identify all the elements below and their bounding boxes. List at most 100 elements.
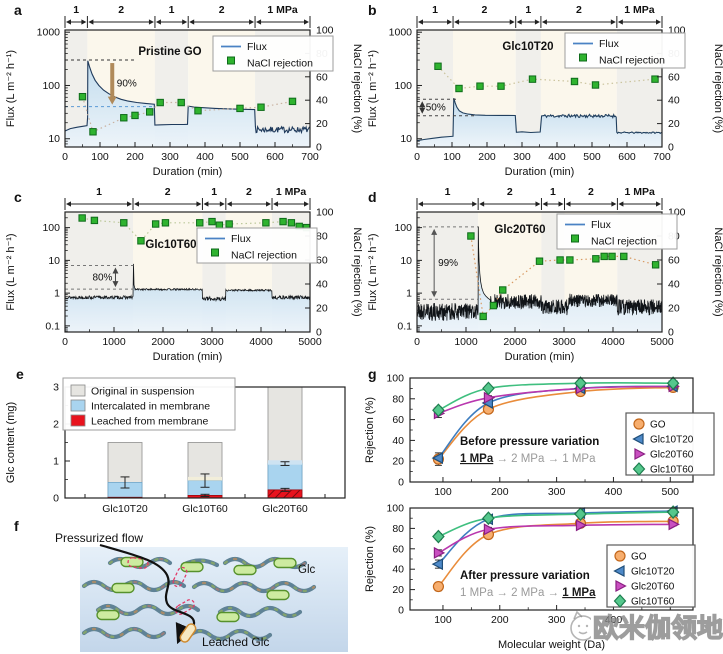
svg-text:60: 60 [316,255,328,267]
pressure-header: 1 2 1 2 1 MPa [416,4,663,28]
panel-title: Pristine GO [138,46,201,58]
legend: Flux NaCl rejection [564,32,686,69]
svg-text:2000: 2000 [151,336,175,348]
svg-text:100: 100 [434,486,452,498]
svg-text:Glc20T60: Glc20T60 [262,503,308,515]
svg-text:GO: GO [650,420,666,431]
svg-text:0: 0 [668,327,674,339]
svg-text:NaCl rejection (%): NaCl rejection (%) [712,227,723,316]
annotation: 80% [65,264,134,290]
svg-text:20: 20 [668,118,680,130]
svg-text:0.1: 0.1 [45,320,60,332]
svg-text:5000: 5000 [650,336,674,348]
svg-text:99%: 99% [438,258,458,269]
svg-text:1000: 1000 [389,27,413,39]
rejection-series [78,92,297,136]
svg-text:100: 100 [42,80,60,92]
svg-text:10: 10 [400,255,412,267]
legend: Flux NaCl rejection [196,227,318,264]
svg-text:2: 2 [246,186,252,198]
svg-text:Flux: Flux [599,38,620,50]
panel-f-diagram: f Pressuriz [14,518,348,652]
svg-text:Glc10T20: Glc10T20 [102,503,148,515]
svg-text:400: 400 [548,151,566,163]
svg-text:0: 0 [53,493,59,505]
svg-text:Rejection (%): Rejection (%) [364,397,376,463]
svg-text:500: 500 [231,151,249,163]
annotation: 50% [417,98,475,117]
svg-text:1 MPa → 2 MPa → 1 MPa: 1 MPa → 2 MPa → 1 MPa [460,453,596,465]
svg-text:4000: 4000 [601,336,625,348]
svg-text:10: 10 [48,255,60,267]
svg-text:200: 200 [491,614,509,626]
svg-text:Glc20T60: Glc20T60 [631,582,675,593]
svg-text:80: 80 [392,393,404,405]
svg-text:NaCl rejection (%): NaCl rejection (%) [351,44,362,133]
svg-text:100: 100 [316,207,334,219]
legend: Flux NaCl rejection [556,213,678,250]
svg-text:700: 700 [653,151,671,163]
svg-text:100: 100 [394,80,412,92]
svg-text:1: 1 [550,186,556,198]
svg-text:1 MPa: 1 MPa [625,186,656,198]
svg-text:10: 10 [48,133,60,145]
svg-text:600: 600 [618,151,636,163]
svg-text:0: 0 [414,151,420,163]
svg-text:500: 500 [583,151,601,163]
svg-text:60: 60 [392,414,404,426]
svg-text:0: 0 [398,605,404,617]
pressure-header: 1 2 1 2 1 MPa [64,186,311,210]
panel-title: Glc10T60 [145,239,196,251]
legend: Original in suspension Intercalated in me… [62,377,236,431]
panel-letter: c [14,189,22,205]
svg-text:NaCl rejection: NaCl rejection [231,250,297,262]
panel-title: Glc10T20 [502,41,553,53]
svg-text:60: 60 [668,255,680,267]
svg-text:1: 1 [406,288,412,300]
svg-text:Glc content (mg): Glc content (mg) [5,402,17,483]
svg-text:100: 100 [91,151,109,163]
leached-glc-label: Leached Glc [202,635,269,649]
svg-text:10: 10 [400,133,412,145]
svg-text:400: 400 [605,486,623,498]
svg-text:80%: 80% [92,272,112,283]
svg-text:40: 40 [316,279,328,291]
svg-text:Original in suspension: Original in suspension [91,386,194,398]
svg-text:20: 20 [392,456,404,468]
svg-text:Glc10T60: Glc10T60 [631,597,675,608]
svg-text:1 MPa: 1 MPa [267,4,298,16]
rejection-series [467,232,660,321]
svg-text:20: 20 [668,303,680,315]
svg-text:40: 40 [668,279,680,291]
svg-text:Duration (min): Duration (min) [505,351,575,363]
pressure-header: 1 2 1 2 1 MPa [64,4,311,28]
svg-text:2: 2 [481,4,487,16]
glc-label: Glc [298,564,316,576]
svg-text:2: 2 [507,186,513,198]
svg-text:Intercalated in membrane: Intercalated in membrane [91,401,210,413]
svg-text:NaCl rejection: NaCl rejection [247,58,313,70]
svg-text:300: 300 [548,614,566,626]
svg-text:60: 60 [668,71,680,83]
svg-text:Flux: Flux [231,233,252,245]
rejection-series [78,214,311,245]
svg-text:Duration (min): Duration (min) [505,166,575,178]
leached-spots [127,557,195,615]
svg-text:80: 80 [392,523,404,535]
flux-line [64,263,311,303]
flux-area [417,98,662,147]
axes: 0.11101000204060801000100020003000400050… [367,207,723,364]
annotation: After pressure variation 1 MPa → 2 MPa → … [460,570,596,599]
svg-text:2: 2 [576,4,582,16]
svg-text:40: 40 [668,95,680,107]
svg-text:600: 600 [266,151,284,163]
svg-text:100: 100 [386,373,404,385]
svg-text:Glc10T20: Glc10T20 [650,435,694,446]
svg-text:Before pressure variation: Before pressure variation [460,436,599,448]
svg-text:400: 400 [605,614,623,626]
svg-text:1: 1 [53,456,59,468]
svg-text:90%: 90% [117,78,137,89]
svg-text:Flux (L m⁻² h⁻¹): Flux (L m⁻² h⁻¹) [367,233,379,310]
